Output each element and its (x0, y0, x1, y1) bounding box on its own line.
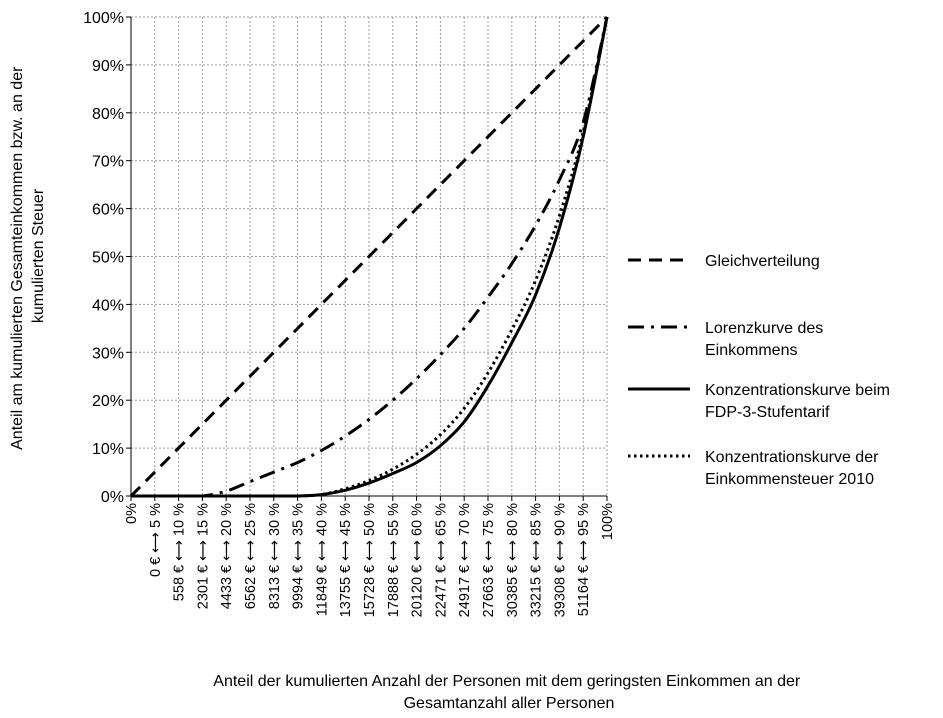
x-tick-label: 30385 € ⟷ 80 % (505, 503, 521, 617)
x-tick-label: 0 € ⟷ 5 % (148, 503, 164, 577)
y-tick-labels: 0% 10% 20% 30% 40% 50% 60% 70% 80% 90% 100% (83, 10, 124, 506)
y-tick-label: 60% (92, 202, 124, 219)
y-tick-label: 70% (92, 154, 124, 171)
y-tick-label: 0% (101, 489, 124, 506)
x-tick-label: 17888 € ⟷ 55 % (386, 503, 402, 617)
legend-label-2: Lorenzkurve des (705, 320, 823, 337)
x-tick-label: 27663 € ⟷ 75 % (481, 503, 497, 617)
series-line-3 (131, 16, 609, 498)
x-tick-label: 6562 € ⟷ 25 % (243, 503, 259, 609)
x-tick-label: 558 € ⟷ 10 % (172, 503, 188, 601)
x-tick-label: 22471 € ⟷ 65 % (433, 503, 449, 617)
x-tick-label: 39308 € ⟷ 90 % (552, 503, 568, 617)
x-tick-label: 51164 € ⟷ 95 % (576, 503, 592, 616)
x-tick-label: 20120 € ⟷ 60 % (410, 503, 426, 617)
series-line-4 (131, 16, 609, 498)
y-tick-label: 30% (92, 345, 124, 362)
x-axis-label: Anteil der kumulierten Anzahl der Person… (213, 673, 804, 712)
legend-label-1: Gleichverteilung (705, 253, 820, 270)
x-tick-label: 33215 € ⟷ 85 % (529, 503, 545, 617)
y-tick-label: 90% (92, 58, 124, 75)
legend-label-3: Konzentrationskurve beim (705, 382, 890, 399)
legend-label-4: Einkommensteuer 2010 (705, 471, 874, 488)
legend-label-4: Konzentrationskurve der (705, 449, 879, 466)
y-axis-label-line-2: kumulierten Steuer (30, 188, 47, 323)
y-tick-label: 50% (92, 250, 124, 267)
y-axis-label-line-1: Anteil am kumulierten Gesamteinkommen bz… (9, 66, 26, 450)
series-lines (129, 15, 609, 498)
x-tick-label: 11849 € ⟷ 40 % (314, 503, 330, 616)
y-tick-label: 10% (92, 441, 124, 458)
x-tick-label: 2301 € ⟷ 15 % (195, 503, 211, 609)
y-tick-label: 100% (83, 10, 124, 27)
x-tick-label: 8313 € ⟷ 30 % (267, 503, 283, 609)
y-tick-label: 40% (92, 297, 124, 314)
x-tick-label: 100% (600, 503, 616, 540)
x-tick-label: 4433 € ⟷ 20 % (219, 503, 235, 609)
y-tick-label: 20% (92, 393, 124, 410)
y-tick-label: 80% (92, 106, 124, 123)
x-tick-label: 0% (124, 503, 140, 524)
y-axis-label: Anteil am kumulierten Gesamteinkommen bz… (9, 62, 47, 450)
series-line-1 (129, 15, 609, 498)
legend: Gleichverteilung Lorenzkurve des Einkommen… (628, 253, 890, 488)
legend-label-3: FDP-3-Stufentarif (705, 404, 830, 421)
x-axis-label-line-1: Anteil der kumulierten Anzahl der Person… (213, 673, 801, 690)
x-tick-labels: 0% 0 € ⟷ 5 % 558 € ⟷ 10 % 2301 € ⟷ 15 % 4433… (124, 503, 616, 617)
x-tick-label: 24917 € ⟷ 70 % (457, 503, 473, 617)
x-tick-label: 15728 € ⟷ 50 % (362, 503, 378, 617)
x-axis-label-line-2: Gesamtanzahl aller Personen (404, 695, 615, 712)
grid-lines (131, 16, 608, 496)
x-tick-label: 13755 € ⟷ 45 % (338, 503, 354, 617)
x-tick-label: 9994 € ⟷ 35 % (291, 503, 307, 609)
legend-label-2: Einkommens (705, 342, 797, 359)
